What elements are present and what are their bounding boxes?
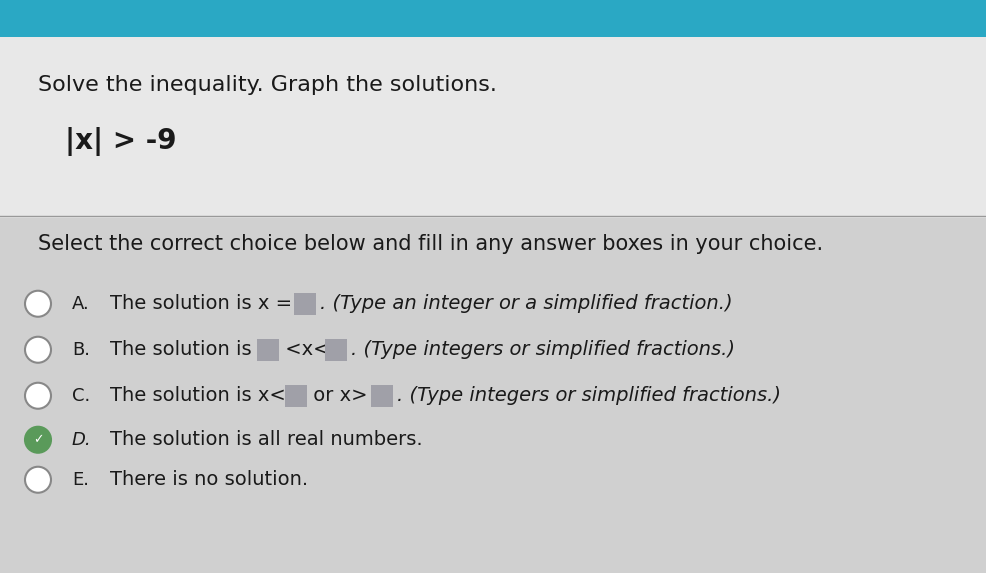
Bar	[257, 339, 279, 361]
Text: <x<: <x<	[279, 340, 336, 359]
Text: The solution is x =: The solution is x =	[110, 295, 299, 313]
Text: or x>: or x>	[307, 386, 374, 405]
Bar	[0, 0, 986, 37]
Circle shape	[25, 337, 51, 363]
Text: The solution is: The solution is	[110, 340, 258, 359]
Circle shape	[25, 383, 51, 409]
Text: C.: C.	[72, 387, 91, 405]
Text: The solution is x<: The solution is x<	[110, 386, 292, 405]
Text: Select the correct choice below and fill in any answer boxes in your choice.: Select the correct choice below and fill…	[38, 234, 823, 254]
Text: Solve the inequality. Graph the solutions.: Solve the inequality. Graph the solution…	[38, 75, 497, 95]
Text: B.: B.	[72, 341, 90, 359]
Text: E.: E.	[72, 471, 89, 489]
Text: . (Type integers or simplified fractions.): . (Type integers or simplified fractions…	[351, 340, 736, 359]
Bar	[0, 0, 986, 218]
Circle shape	[25, 427, 51, 453]
Circle shape	[25, 467, 51, 493]
Bar	[325, 339, 347, 361]
Text: ✓: ✓	[33, 433, 43, 446]
Text: There is no solution.: There is no solution.	[110, 470, 308, 489]
Bar	[294, 293, 316, 315]
Bar	[0, 218, 986, 573]
Bar	[285, 384, 307, 407]
Text: A.: A.	[72, 295, 90, 313]
Text: . (Type integers or simplified fractions.): . (Type integers or simplified fractions…	[397, 386, 781, 405]
Circle shape	[25, 291, 51, 317]
Text: D.: D.	[72, 431, 92, 449]
Text: |x| > -9: |x| > -9	[65, 127, 176, 156]
Text: The solution is all real numbers.: The solution is all real numbers.	[110, 430, 423, 449]
Bar	[371, 384, 393, 407]
Text: . (Type an integer or a simplified fraction.): . (Type an integer or a simplified fract…	[320, 295, 733, 313]
